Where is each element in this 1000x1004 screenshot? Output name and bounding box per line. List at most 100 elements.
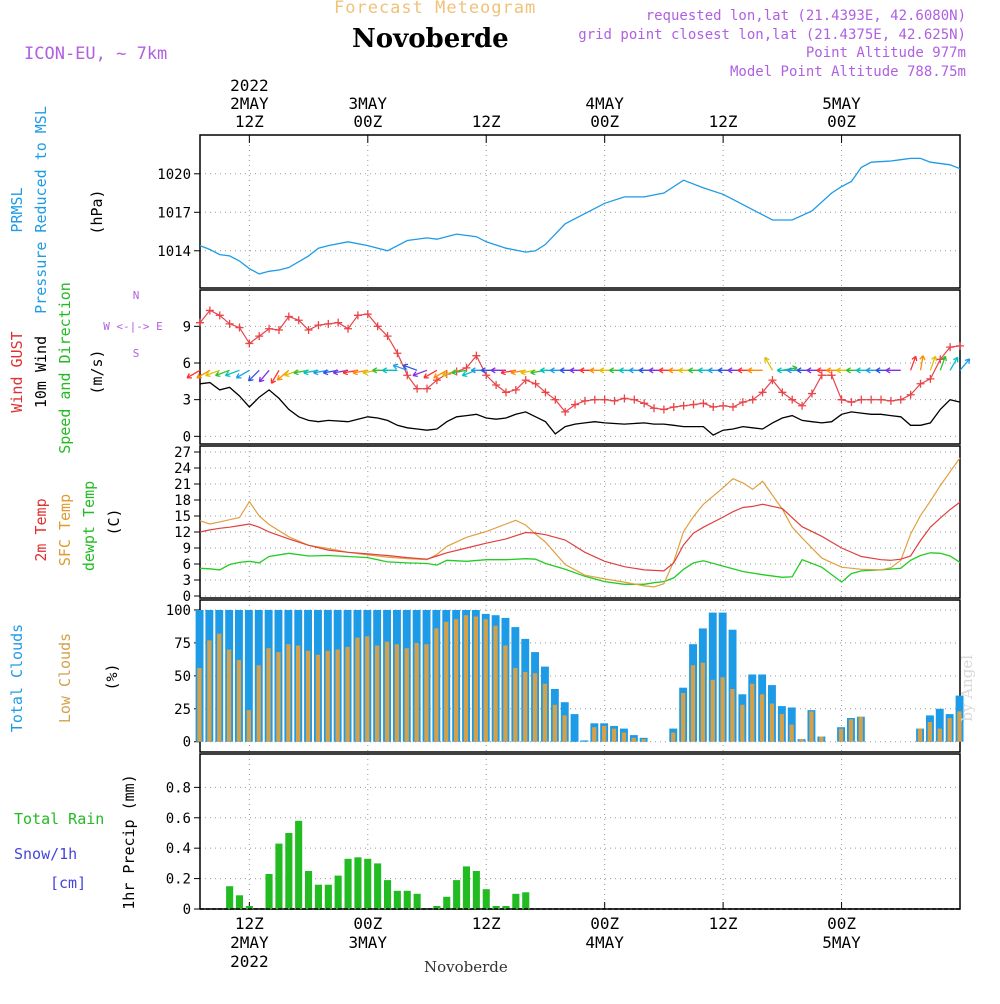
label-temp-unit: (C) bbox=[105, 508, 123, 535]
frame-temperature bbox=[199, 445, 961, 599]
label-10m-wind: 10m Wind bbox=[32, 336, 50, 408]
label-pressure-msl: Pressure Reduced to MSL bbox=[32, 106, 50, 314]
ytick-label-precip: 0.4 bbox=[166, 841, 191, 857]
ytick-label-temperature: 12 bbox=[174, 525, 191, 541]
top-axis-label: 2022 bbox=[230, 76, 269, 95]
wind-direction-arrow bbox=[392, 363, 408, 371]
gust-point bbox=[896, 395, 905, 404]
gust-point bbox=[324, 319, 333, 328]
wind-direction-arrow bbox=[270, 369, 280, 384]
gust-point bbox=[423, 384, 432, 393]
bottom-axis-label: 4MAY bbox=[585, 933, 624, 952]
ytick-label-pressure: 1020 bbox=[157, 167, 191, 183]
gust-point bbox=[956, 341, 964, 350]
gust-point bbox=[255, 332, 264, 341]
rain-bar bbox=[374, 863, 382, 909]
gust-point bbox=[926, 374, 935, 383]
rain-bar bbox=[403, 890, 411, 909]
rain-bar bbox=[324, 884, 332, 909]
wind-direction-arrow bbox=[949, 356, 959, 371]
top-axis-label: 3MAY bbox=[349, 94, 388, 113]
low-cloud-bar bbox=[957, 711, 962, 742]
gust-point bbox=[353, 311, 362, 320]
low-cloud-bar bbox=[848, 719, 854, 742]
low-cloud-bar bbox=[444, 621, 449, 742]
gust-point bbox=[827, 371, 836, 380]
gust-point bbox=[403, 371, 412, 380]
low-cloud-bar bbox=[207, 640, 212, 742]
ytick-label-clouds: 0 bbox=[183, 735, 191, 751]
meteogram-title: Forecast Meteogram bbox=[334, 0, 537, 18]
rain-bar bbox=[413, 893, 421, 909]
total-cloud-bar bbox=[708, 612, 717, 742]
ytick-label-pressure: 1014 bbox=[157, 244, 191, 260]
gust-point bbox=[492, 381, 501, 389]
low-cloud-bar bbox=[769, 703, 775, 742]
ytick-label-wind: 3 bbox=[183, 393, 191, 409]
wind-direction-arrow bbox=[433, 369, 448, 379]
rain-bar bbox=[393, 890, 401, 909]
gust-point bbox=[886, 396, 895, 405]
gust-point bbox=[847, 398, 856, 407]
wind-direction-arrow bbox=[382, 367, 398, 374]
low-cloud-bar bbox=[730, 689, 735, 742]
gust-point bbox=[304, 326, 313, 334]
label-prmsl: PRMSL bbox=[8, 187, 26, 232]
gust-point bbox=[719, 401, 728, 410]
compass-north: N bbox=[133, 289, 140, 302]
wind-direction-arrow bbox=[939, 355, 947, 371]
dewpoint-line bbox=[199, 552, 961, 585]
wind-direction-arrow bbox=[451, 369, 467, 376]
model-point-altitude: Model Point Altitude 788.75m bbox=[729, 64, 966, 80]
low-cloud-bar bbox=[700, 662, 705, 742]
low-cloud-bar bbox=[454, 619, 459, 742]
bottom-axis-label: 00Z bbox=[353, 914, 382, 933]
wind-direction-arrow bbox=[205, 369, 220, 378]
gust-point bbox=[689, 400, 698, 409]
ytick-label-temperature: 3 bbox=[183, 573, 191, 589]
gust-point bbox=[738, 398, 747, 407]
rain-bar bbox=[265, 874, 273, 909]
low-cloud-bar bbox=[463, 615, 469, 742]
gust-point bbox=[590, 395, 599, 404]
gust-point bbox=[551, 395, 560, 404]
rain-bar bbox=[384, 880, 392, 909]
gust-point bbox=[778, 388, 787, 397]
low-cloud-bar bbox=[750, 683, 755, 742]
ytick-label-clouds: 50 bbox=[174, 669, 191, 685]
gust-point bbox=[482, 371, 491, 380]
wind-direction-arrow bbox=[747, 367, 763, 374]
gust-point bbox=[709, 403, 718, 411]
rain-bar bbox=[285, 833, 293, 909]
low-cloud-bar bbox=[493, 625, 498, 742]
low-cloud-bar bbox=[532, 673, 538, 742]
gust-point bbox=[788, 395, 797, 404]
low-cloud-bar bbox=[365, 636, 370, 742]
ytick-label-clouds: 75 bbox=[174, 636, 191, 652]
rain-bar bbox=[305, 871, 313, 909]
gust-point bbox=[867, 395, 876, 404]
low-cloud-bar bbox=[592, 727, 597, 742]
rain-bar bbox=[275, 843, 283, 909]
label-total-rain: Total Rain bbox=[14, 810, 104, 828]
ytick-label-temperature: 15 bbox=[174, 509, 191, 525]
rain-bar bbox=[354, 857, 362, 909]
gust-point bbox=[837, 395, 846, 404]
total-cloud-bar bbox=[718, 612, 727, 742]
gust-point bbox=[274, 326, 283, 334]
gust-point bbox=[541, 388, 550, 397]
ytick-label-wind: 0 bbox=[183, 429, 191, 445]
gust-point bbox=[699, 399, 708, 408]
label-wind-gust: Wind GUST bbox=[8, 331, 26, 412]
low-cloud-bar bbox=[759, 694, 765, 742]
gust-point bbox=[798, 401, 807, 410]
gust-point bbox=[521, 376, 530, 385]
wind-direction-arrow bbox=[235, 369, 250, 379]
low-cloud-bar bbox=[226, 649, 232, 742]
gust-point bbox=[235, 323, 244, 332]
rain-bar bbox=[443, 896, 451, 909]
low-cloud-bar bbox=[819, 736, 824, 742]
low-cloud-bar bbox=[345, 646, 350, 742]
gust-point bbox=[659, 405, 668, 414]
